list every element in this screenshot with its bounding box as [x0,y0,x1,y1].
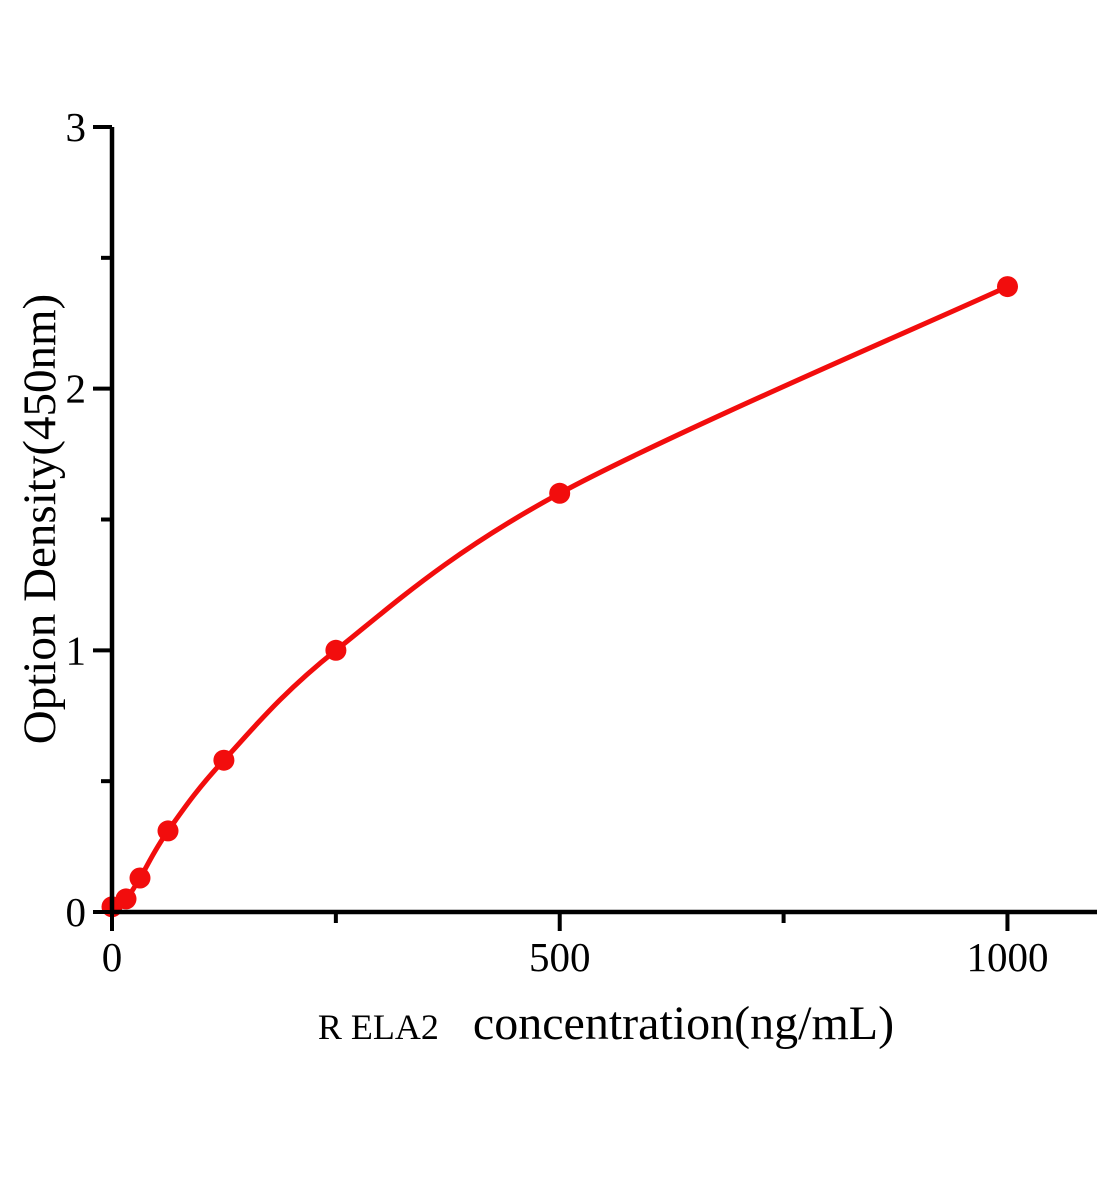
x-axis-title-unit: concentration(ng/mL) [472,997,895,1050]
y-tick-label: 3 [66,104,87,150]
data-point-1000 [997,276,1018,298]
axes [109,127,1097,915]
y-tick-label: 0 [66,889,87,935]
data-point-125 [213,749,235,771]
data-point-500 [549,482,571,504]
data-point-250 [325,639,347,661]
standard-curve-line [109,284,1010,910]
x-tick-label: 1000 [966,934,1048,980]
x-tick-label: 500 [529,934,591,980]
x-axis-title: R ELA2 concentration(ng/mL) [54,1000,1104,1048]
data-point-62.5 [157,820,179,842]
data-point-31.25 [129,867,151,889]
x-axis-title-analyte: R ELA2 [317,1007,439,1047]
data-point-15.625 [115,888,137,910]
y-tick-label: 2 [66,366,87,412]
y-tick-label: 1 [66,627,87,673]
x-tick-label: 0 [102,934,123,980]
y-axis-title: Option Density(450nm) [14,293,66,745]
